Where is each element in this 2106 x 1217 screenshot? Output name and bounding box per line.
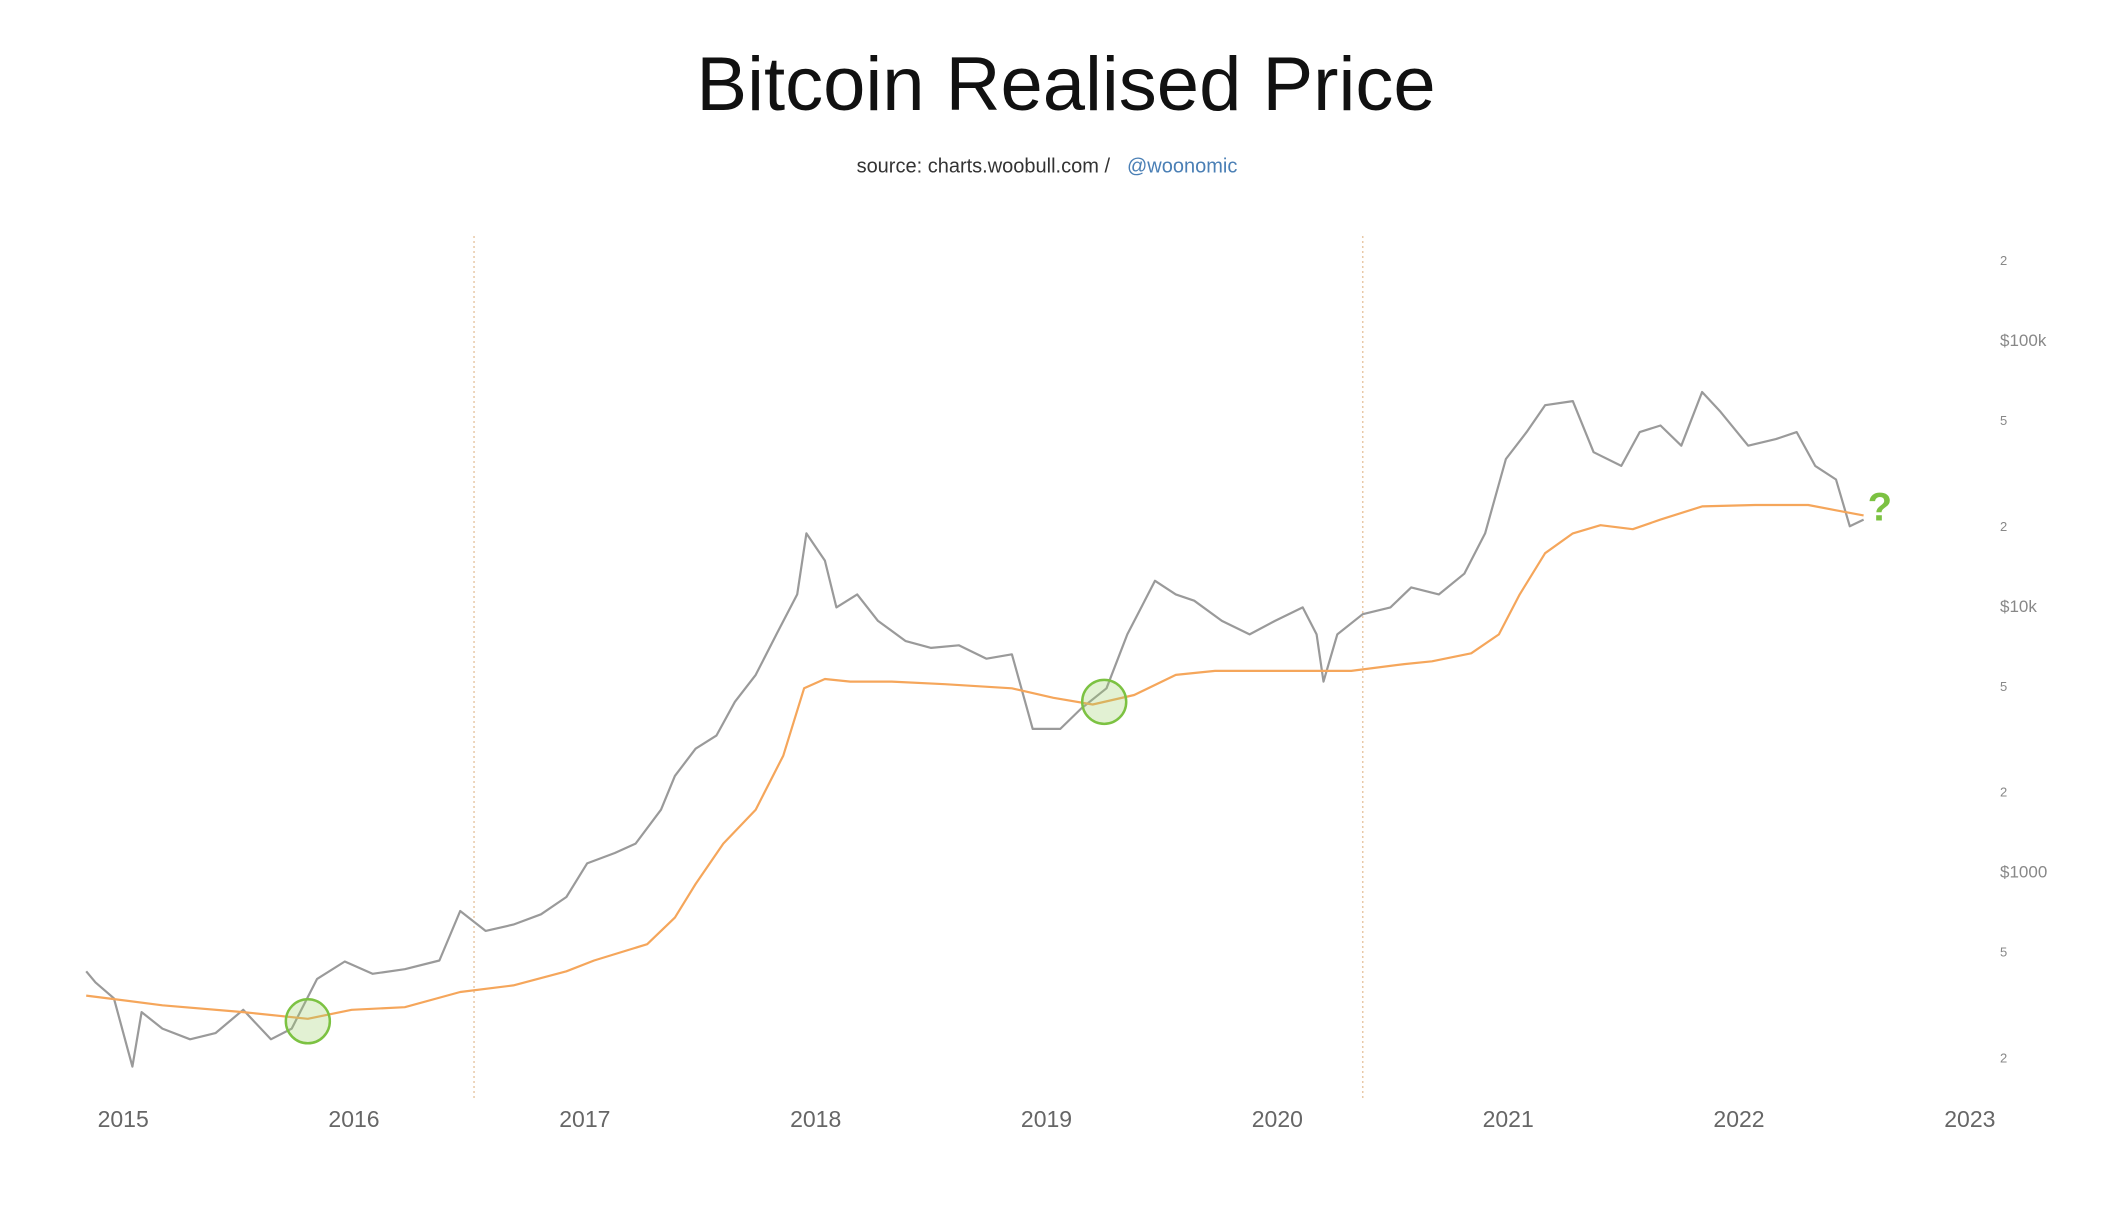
y-tick-label: 2 xyxy=(2000,1050,2007,1065)
x-tick-label: 2022 xyxy=(1713,1106,1764,1132)
annotation: ? xyxy=(1868,485,1892,529)
y-tick-label: $1000 xyxy=(2000,863,2047,882)
x-tick-label: 2016 xyxy=(328,1106,379,1132)
x-tick-label: 2015 xyxy=(98,1106,149,1132)
highlight-circle xyxy=(284,998,332,1045)
x-tick-label: 2020 xyxy=(1252,1106,1303,1132)
y-tick-label: 2 xyxy=(2000,519,2007,534)
x-tick-label: 2023 xyxy=(1944,1106,1995,1132)
x-tick-label: 2021 xyxy=(1483,1106,1534,1132)
y-tick-label: $10k xyxy=(2000,597,2037,616)
y-tick-label: 5 xyxy=(2000,679,2007,694)
y-tick-label: 5 xyxy=(2000,413,2007,428)
series-line xyxy=(86,503,1864,1020)
subtitle: source: charts.woobull.com / xyxy=(857,155,1111,177)
y-tick-label: 2 xyxy=(2000,785,2007,800)
y-tick-label: $100k xyxy=(2000,331,2047,350)
y-tick-label: 2 xyxy=(2000,253,2007,268)
y-tick-label: 5 xyxy=(2000,945,2007,960)
x-tick-label: 2019 xyxy=(1021,1106,1072,1132)
x-tick-label: 2017 xyxy=(559,1106,610,1132)
x-tick-label: 2018 xyxy=(790,1106,841,1132)
subtitle-handle[interactable]: @woonomic xyxy=(1127,155,1237,177)
chart-title: Bitcoin Realised Price xyxy=(696,42,1435,127)
series-line xyxy=(85,390,1865,1068)
highlight-circle xyxy=(1080,678,1128,726)
